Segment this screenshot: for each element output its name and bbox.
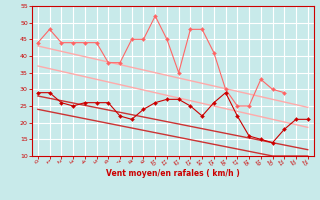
X-axis label: Vent moyen/en rafales ( km/h ): Vent moyen/en rafales ( km/h ) [106,169,240,178]
